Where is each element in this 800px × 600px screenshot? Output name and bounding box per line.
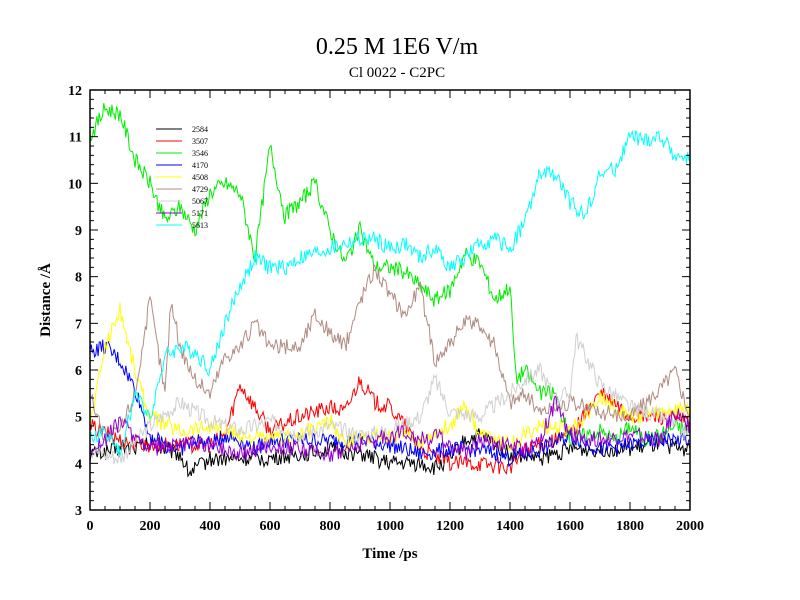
y-tick-label: 6 xyxy=(75,364,82,379)
y-tick-label: 10 xyxy=(68,177,82,192)
legend-label: 4508 xyxy=(192,173,208,182)
x-tick-label: 0 xyxy=(87,519,94,534)
y-tick-label: 12 xyxy=(68,84,82,99)
y-tick-label: 9 xyxy=(75,224,82,239)
x-tick-label: 1400 xyxy=(496,519,524,534)
series-line-5171 xyxy=(89,395,691,462)
series-line-4508 xyxy=(89,302,691,452)
x-tick-label: 800 xyxy=(320,519,341,534)
x-tick-label: 600 xyxy=(260,519,281,534)
series-line-2584 xyxy=(89,428,691,478)
chart-subtitle: Cl 0022 - C2PC xyxy=(349,65,445,81)
y-tick-label: 3 xyxy=(75,504,82,519)
x-tick-label: 1800 xyxy=(616,519,644,534)
y-tick-label: 8 xyxy=(75,271,82,286)
legend-label: 2584 xyxy=(192,125,208,134)
series-line-3546 xyxy=(89,103,691,448)
legend-label: 3546 xyxy=(192,149,208,158)
x-axis-label: Time /ps xyxy=(362,546,417,562)
chart-title: 0.25 M 1E6 V/m xyxy=(316,34,479,60)
y-tick-label: 11 xyxy=(69,131,82,146)
x-tick-label: 2000 xyxy=(676,519,704,534)
x-tick-label: 1600 xyxy=(556,519,584,534)
legend: 2584 3507 3546 4170 4508 4729 5067 5171 5613 xyxy=(156,125,208,230)
x-tick-label: 1000 xyxy=(376,519,404,534)
legend-label: 5067 xyxy=(192,197,208,206)
series-line-4729 xyxy=(89,263,691,442)
series-line-5067 xyxy=(89,331,691,465)
legend-label: 4729 xyxy=(192,185,208,194)
series-line-5613 xyxy=(89,129,691,457)
legend-label: 5171 xyxy=(192,209,208,218)
y-axis-label: Distance /Å xyxy=(38,263,54,337)
ticks-layer: 0 200 400 600 800 1000 1200 1400 1600 1800 2000345… xyxy=(68,84,704,534)
y-tick-label: 4 xyxy=(75,457,82,472)
series-layer xyxy=(89,103,691,478)
legend-label: 5613 xyxy=(192,221,208,230)
x-tick-label: 1200 xyxy=(436,519,464,534)
x-tick-label: 200 xyxy=(140,519,161,534)
legend-label: 4170 xyxy=(192,161,208,170)
y-tick-label: 7 xyxy=(75,317,82,332)
x-tick-label: 400 xyxy=(200,519,221,534)
y-tick-label: 5 xyxy=(75,411,82,426)
legend-label: 3507 xyxy=(192,137,208,146)
